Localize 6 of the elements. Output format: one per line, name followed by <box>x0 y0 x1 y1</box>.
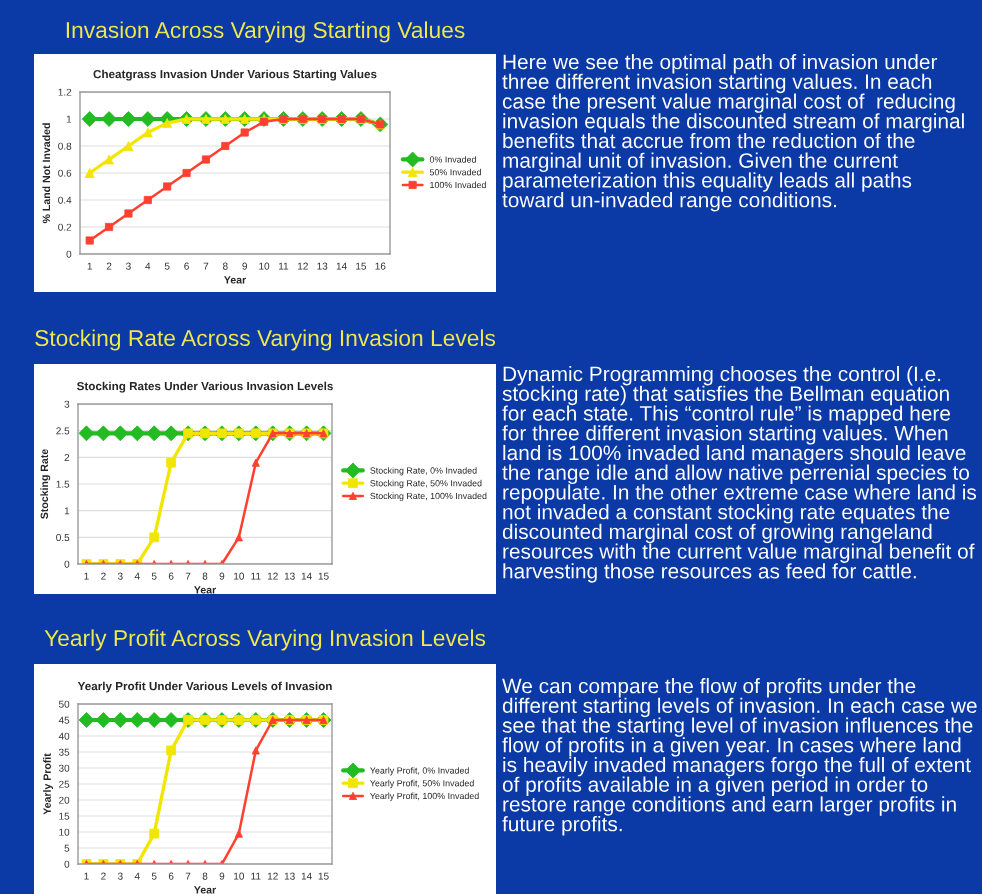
chart-title: Yearly Profit Across Varying Invasion Levels <box>44 629 486 651</box>
chart-title: Stocking Rate Across Varying Invasion Levels <box>35 329 496 351</box>
text: We can compare the flow of profits under the different starting levels of invasion. In each case we see that the starting level of invasion influences the flow of profits in a given year. In cases where land is heavily invaded managers forgo the full of extent of profits available in a given period in order to restore range conditions and earn larger profits in future profits. <box>502 678 977 836</box>
text: Dynamic Programming chooses the control (I.e. stocking rate) that satisfies the Bellman equation for each state. This “control rule” is mapped here for three different invasion starting values. When land is 100% invaded land managers should leave the range idle and allow native perrenial species to repopulate. In the other extreme case where land is not invaded a constant stocking rate equates the discounted marginal cost of growing rangeland resources with the current value marginal benefit of harvesting those resources as feed for cattle. <box>502 366 977 583</box>
chart-title: Invasion Across Varying Starting Values <box>66 21 465 43</box>
text: Here we see the optimal path of invasion under three different invasion starting values. In each case the present value marginal cost of reducing invasion equals the discounted stream of marginal benefits that accrue from the reduction of the marginal unit of invasion. Given the current parameterization this equality leads all paths toward un-invaded range conditions. <box>502 54 964 212</box>
